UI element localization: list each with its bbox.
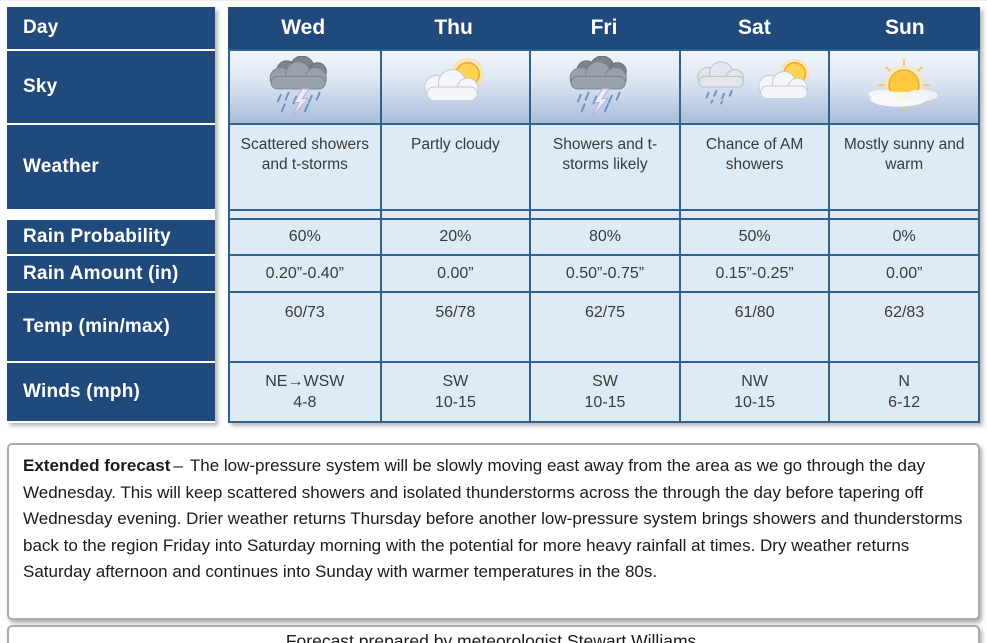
rain-shower-then-sun-icon (685, 56, 825, 118)
day-header-row: Wed Thu Fri Sat Sun (228, 7, 980, 49)
temp-row: 60/73 56/78 62/75 61/80 62/83 (230, 291, 978, 361)
footer-box: Forecast prepared by meteorologist Stewa… (7, 625, 980, 643)
extended-forecast-dash: – (173, 456, 183, 475)
winds-cell-sat: NW 10-15 (678, 363, 829, 421)
row-header-day: Day (7, 7, 215, 49)
rain-probability-row: 60% 20% 80% 50% 0% (230, 218, 978, 254)
day-header-sat: Sat (738, 16, 771, 39)
temp-cell-sun: 62/83 (828, 293, 978, 361)
wind-direction: NW (741, 373, 768, 390)
sky-cell-sun (828, 51, 978, 123)
spacer-row (230, 209, 978, 218)
row-header-winds: Winds (mph) (7, 363, 215, 421)
rain-amount-cell-sat: 0.15”-0.25” (678, 256, 829, 291)
row-header-rain-amount-label: Rain Amount (in) (23, 262, 179, 284)
footer-attribution: Forecast prepared by meteorologist Stewa… (285, 631, 702, 643)
row-header-day-label: Day (23, 17, 59, 38)
rain-probability-cell-sun: 0% (828, 220, 978, 254)
wind-direction: SW (442, 373, 469, 390)
sky-cell-thu (379, 51, 530, 123)
sky-cell-sat (678, 51, 829, 123)
row-header-sky-label: Sky (23, 76, 58, 97)
row-header-winds-label: Winds (mph) (23, 381, 141, 402)
wind-speed: 10-15 (584, 394, 626, 411)
wind-direction: SW (592, 373, 618, 390)
wind-speed: 10-15 (734, 394, 776, 411)
weather-row: Scattered showers and t-storms Partly cl… (230, 123, 978, 209)
rain-probability-cell-sat: 50% (678, 220, 829, 254)
rain-probability-cell-wed: 60% (230, 220, 380, 254)
wind-speed: 4-8 (293, 394, 317, 411)
weather-cell-fri: Showers and t-storms likely (529, 125, 679, 209)
rain-amount-cell-sun: 0.00” (828, 256, 978, 291)
row-header-weather-label: Weather (23, 156, 100, 177)
weather-cell-sat: Chance of AM showers (678, 125, 829, 209)
wind-speed: 6-12 (888, 394, 921, 411)
sun-behind-cloud-icon (405, 56, 505, 118)
forecast-table: Wed Thu Fri Sat Sun (228, 7, 980, 423)
row-header-sky: Sky (7, 51, 215, 123)
row-header-column: Day Sky Weather Rain Probability Rain Am… (7, 7, 215, 423)
day-header-sun: Sun (884, 16, 925, 39)
day-header-fri: Fri (590, 16, 618, 39)
forecast-table-area: Day Sky Weather Rain Probability Rain Am… (7, 7, 980, 423)
winds-cell-wed: NE→WSW 4-8 (230, 363, 380, 421)
extended-forecast-heading: Extended forecast (23, 456, 171, 475)
row-header-rain-probability: Rain Probability (7, 220, 215, 254)
rain-probability-cell-thu: 20% (379, 220, 530, 254)
forecast-table-body: Scattered showers and t-storms Partly cl… (228, 49, 980, 423)
weather-cell-thu: Partly cloudy (379, 125, 530, 209)
row-header-temp: Temp (min/max) (7, 293, 215, 361)
winds-row: NE→WSW 4-8 SW 10-15 SW 10-15 NW 10-15 (230, 361, 978, 421)
extended-forecast-box: Extended forecast – The low-pressure syste… (7, 443, 980, 620)
storm-rain-lightning-icon (555, 56, 655, 118)
weather-cell-wed: Scattered showers and t-storms (230, 125, 380, 209)
winds-cell-fri: SW 10-15 (529, 363, 679, 421)
rain-amount-row: 0.20”-0.40” 0.00” 0.50”-0.75” 0.15”-0.25… (230, 254, 978, 291)
temp-cell-sat: 61/80 (678, 293, 829, 361)
rain-amount-cell-thu: 0.00” (379, 256, 530, 291)
sky-row (230, 51, 978, 123)
storm-rain-lightning-icon (255, 56, 355, 118)
rain-amount-cell-wed: 0.20”-0.40” (230, 256, 380, 291)
row-header-rain-probability-label: Rain Probability (23, 226, 171, 247)
temp-cell-thu: 56/78 (379, 293, 530, 361)
sky-cell-fri (529, 51, 679, 123)
rain-probability-cell-fri: 80% (529, 220, 679, 254)
winds-cell-thu: SW 10-15 (379, 363, 530, 421)
wind-speed: 10-15 (434, 394, 476, 411)
row-header-rain-amount: Rain Amount (in) (7, 256, 215, 291)
temp-cell-wed: 60/73 (230, 293, 380, 361)
sky-cell-wed (230, 51, 380, 123)
row-header-temp-label: Temp (min/max) (23, 316, 171, 337)
row-header-weather: Weather (7, 125, 215, 209)
temp-cell-fri: 62/75 (529, 293, 679, 361)
rain-amount-cell-fri: 0.50”-0.75” (529, 256, 679, 291)
weather-cell-sun: Mostly sunny and warm (828, 125, 978, 209)
winds-cell-sun: N 6-12 (828, 363, 978, 421)
day-header-wed: Wed (281, 16, 326, 39)
wind-direction: N (898, 373, 910, 390)
extended-forecast-paragraph: Extended forecast – The low-pressure syste… (23, 453, 964, 586)
mostly-sunny-icon (856, 57, 952, 117)
extended-forecast-body: The low-pressure system will be slowly m… (23, 456, 963, 581)
day-header-thu: Thu (434, 16, 473, 39)
wind-direction: NE→WSW (265, 373, 345, 390)
